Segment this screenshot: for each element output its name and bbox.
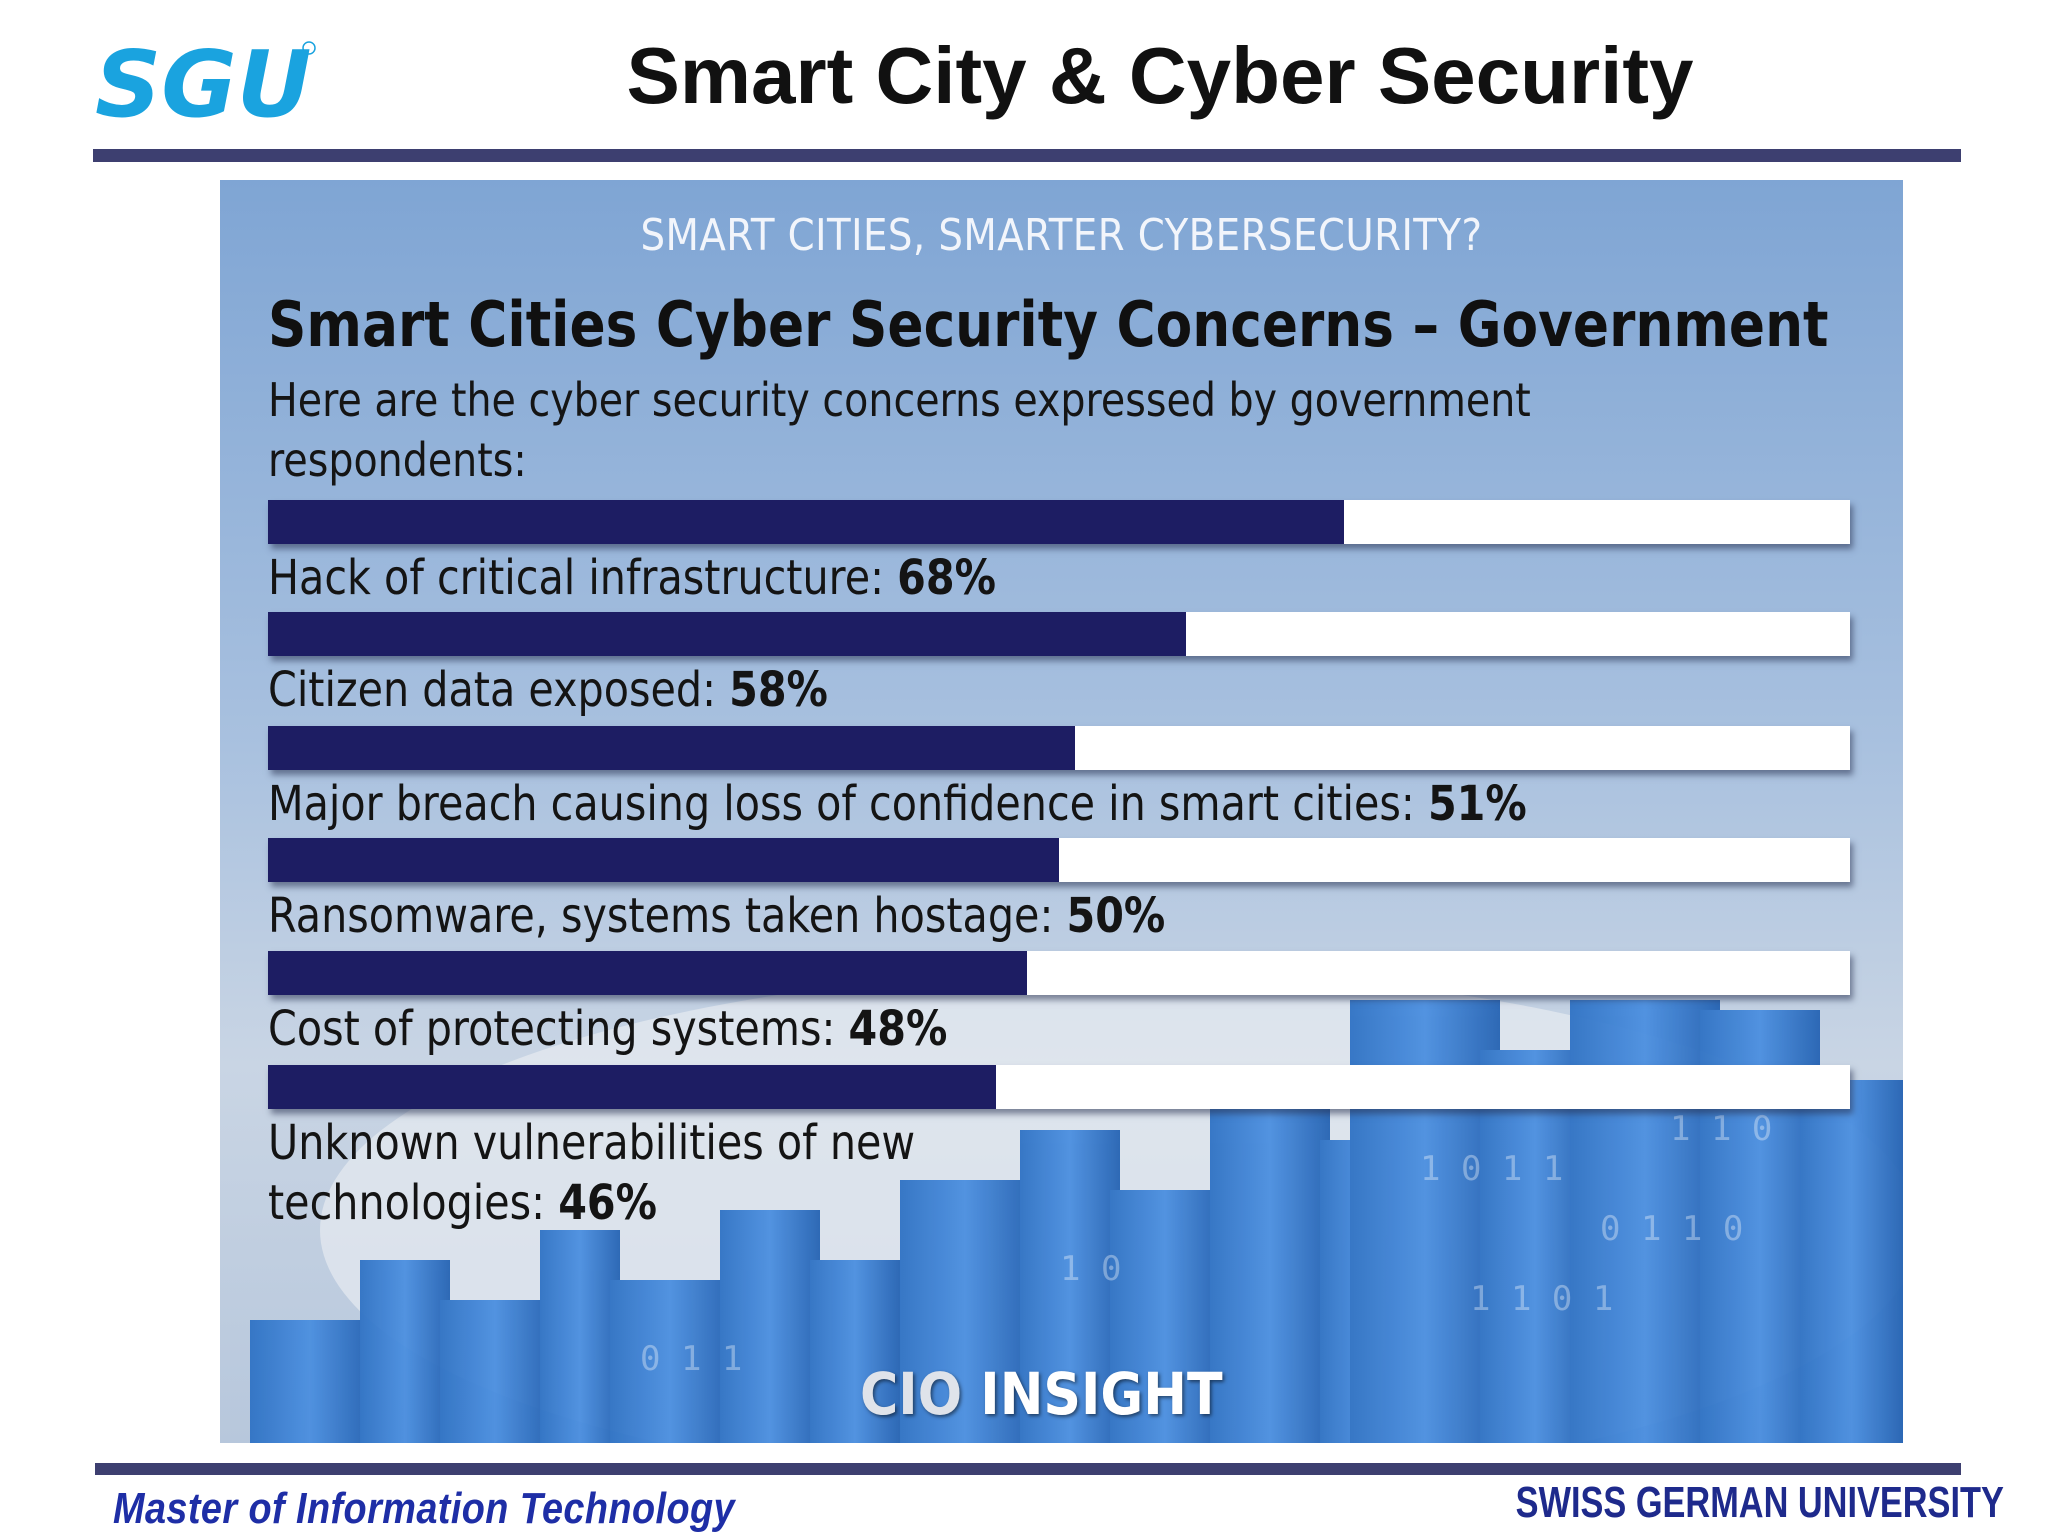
footer-program-name: Master of Information Technology — [113, 1484, 736, 1533]
bar-track — [268, 726, 1850, 770]
footer-divider — [95, 1463, 1961, 1475]
bar — [268, 500, 1344, 544]
bar-label: Citizen data exposed: 58% — [268, 662, 828, 718]
chart-subtitle: Here are the cyber security concerns exp… — [268, 373, 1531, 487]
bar-track — [268, 612, 1850, 656]
svg-text:0 1 1 0: 0 1 1 0 — [1600, 1209, 1743, 1249]
bar-label: Cost of protecting systems: 48% — [268, 1001, 948, 1057]
bar-track — [268, 838, 1850, 882]
poster-kicker: SMART CITIES, SMARTER CYBERSECURITY? — [640, 210, 1483, 261]
bar — [268, 838, 1059, 882]
bar-label: Ransomware, systems taken hostage: 50% — [268, 888, 1166, 944]
chart-title: Smart Cities Cyber Security Concerns – G… — [268, 288, 1829, 361]
footer-university-name: SWISS GERMAN UNIVERSITY — [1515, 1478, 2004, 1527]
bar-value-label: 48% — [848, 1001, 948, 1057]
bar-value-label: 50% — [1066, 888, 1166, 944]
bar-value-label: 51% — [1427, 776, 1527, 832]
header-divider — [93, 149, 1961, 162]
svg-text:1 0: 1 0 — [1060, 1249, 1121, 1289]
svg-text:0 1 1: 0 1 1 — [640, 1339, 742, 1379]
cio-insight-logo: CIO INSIGHT — [860, 1360, 1223, 1428]
svg-text:1 1 0: 1 1 0 — [1670, 1109, 1772, 1149]
svg-text:1 0 1 1: 1 0 1 1 — [1420, 1149, 1563, 1189]
logo-text: SGU — [95, 36, 311, 126]
bar-label: Major breach causing loss of confidence … — [268, 776, 1527, 832]
bar-track — [268, 1065, 1850, 1109]
bar-label: Unknown vulnerabilities of new technolog… — [268, 1115, 916, 1231]
bar-track — [268, 500, 1850, 544]
bar — [268, 612, 1186, 656]
bar — [268, 1065, 996, 1109]
bar-value-label: 58% — [729, 662, 828, 718]
bar — [268, 726, 1075, 770]
bar-label: Hack of critical infrastructure: 68% — [268, 550, 996, 606]
infographic-poster: 1 0 1 1 0 1 1 0 1 1 0 1 1 0 0 1 1 1 1 0 … — [220, 180, 1903, 1443]
bar-track — [268, 951, 1850, 995]
sgu-logo: SGU — [95, 31, 325, 138]
slide-title: Smart City & Cyber Security — [626, 31, 1694, 120]
bar-value-label: 46% — [558, 1175, 658, 1231]
bar — [268, 951, 1028, 995]
svg-text:1 1 0 1: 1 1 0 1 — [1470, 1279, 1613, 1319]
bar-value-label: 68% — [897, 550, 996, 606]
